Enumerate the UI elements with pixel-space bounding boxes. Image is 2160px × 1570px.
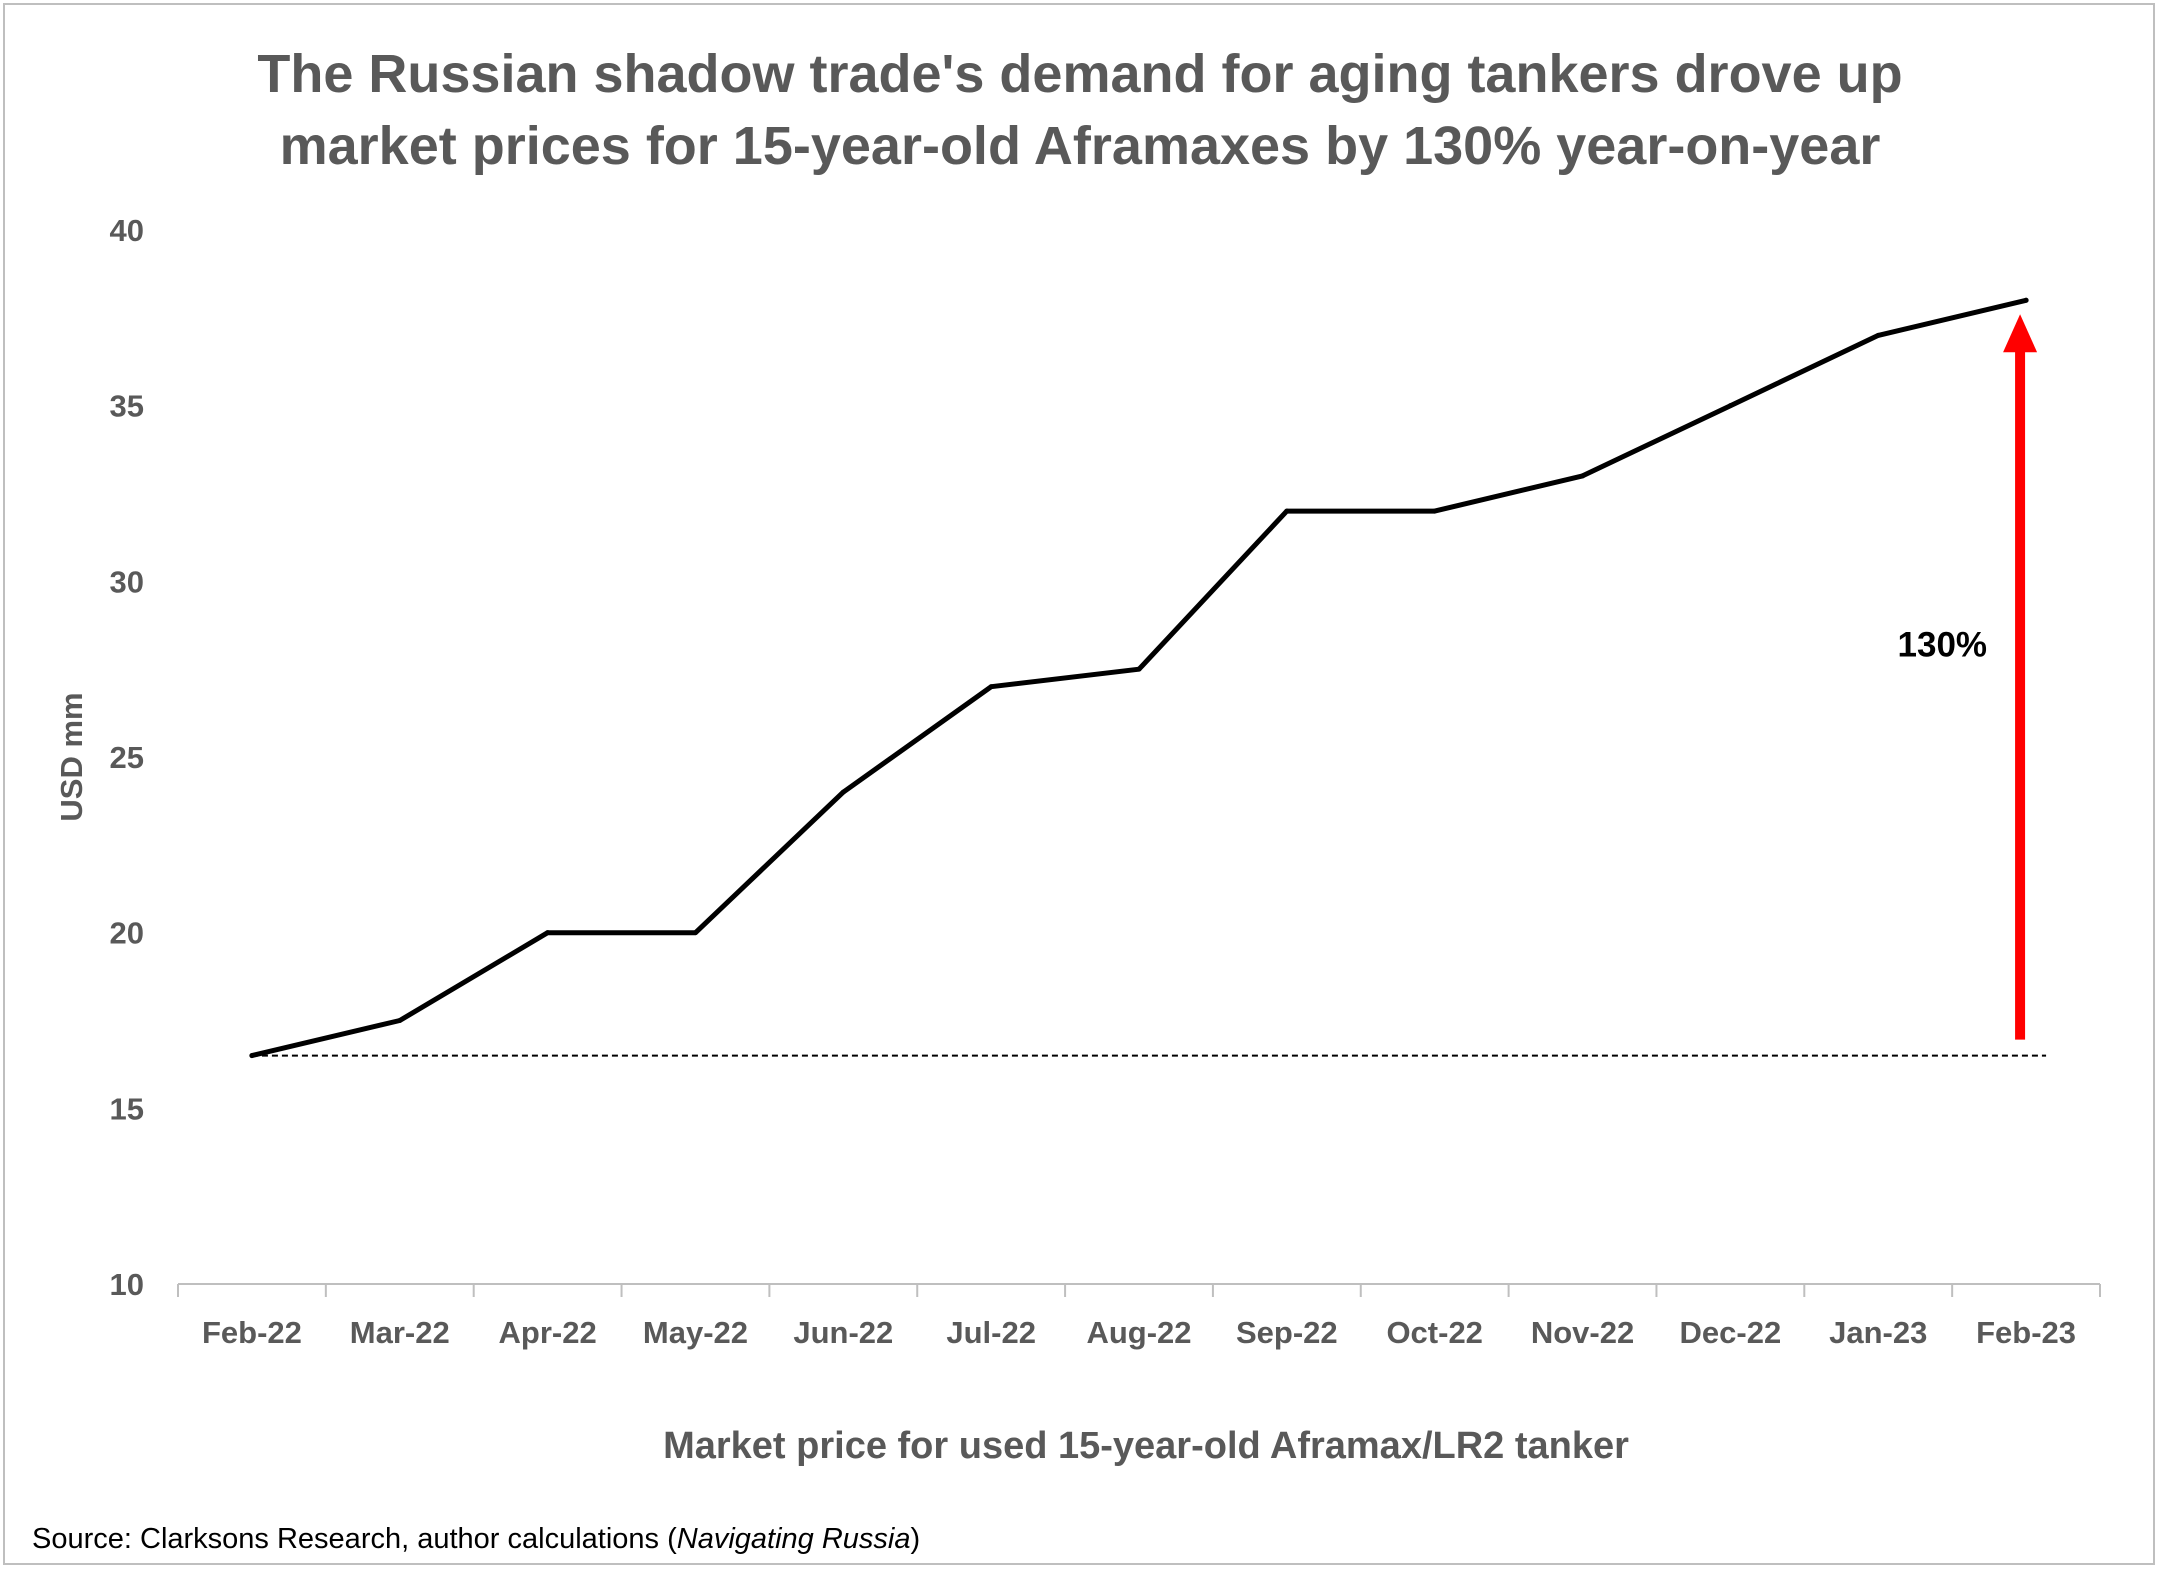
source-italic: Navigating Russia: [676, 1523, 911, 1555]
y-tick-label-30: 30: [110, 564, 144, 599]
y-axis-title: USD mm: [54, 692, 89, 821]
x-tick-label-apr-22: Apr-22: [499, 1315, 597, 1350]
x-tick-label-mar-22: Mar-22: [350, 1315, 450, 1350]
series-point-dec-22: [1727, 403, 1733, 409]
series-point-jul-22: [988, 684, 994, 690]
y-tick-label-20: 20: [110, 916, 144, 951]
chart-title-line-2: market prices for 15-year-old Aframaxes …: [279, 116, 1881, 176]
y-tick-label-25: 25: [110, 740, 144, 775]
y-tick-label-10: 10: [110, 1267, 144, 1302]
series-point-aug-22: [1136, 666, 1142, 672]
x-tick-label-jan-23: Jan-23: [1829, 1315, 1927, 1350]
x-axis-tick-marks: [177, 1284, 2101, 1297]
series-point-may-22: [692, 930, 698, 936]
arrow-head: [2003, 314, 2038, 353]
x-axis-title: Market price for used 15-year-old Aframa…: [663, 1425, 1629, 1467]
x-tick-label-jun-22: Jun-22: [793, 1315, 893, 1350]
series-point-nov-22: [1580, 473, 1586, 479]
chart-title-line-1: The Russian shadow trade's demand for ag…: [257, 44, 1903, 104]
x-tick-label-jul-22: Jul-22: [946, 1315, 1036, 1350]
x-tick-label-feb-22: Feb-22: [202, 1315, 302, 1350]
annotation-label-130-percent: 130%: [1898, 625, 1988, 664]
series-line-aframax-price: [249, 297, 2029, 1059]
series-point-apr-22: [545, 930, 551, 936]
x-tick-label-aug-22: Aug-22: [1086, 1315, 1191, 1350]
series-point-feb-23: [2023, 297, 2029, 303]
series-point-sep-22: [1284, 508, 1290, 514]
source-note: Source: Clarksons Research, author calcu…: [32, 1523, 920, 1556]
chart-frame: [3, 3, 2155, 1565]
chart-title: The Russian shadow trade's demand for ag…: [0, 38, 2160, 182]
series-point-mar-22: [397, 1018, 403, 1023]
x-tick-label-feb-23: Feb-23: [1976, 1315, 2076, 1350]
x-tick-label-may-22: May-22: [643, 1315, 748, 1350]
series-point-oct-22: [1432, 508, 1438, 514]
x-tick-label-dec-22: Dec-22: [1680, 1315, 1782, 1350]
annotation-arrow-130-percent: 130%: [1898, 314, 2038, 1040]
x-tick-label-sep-22: Sep-22: [1236, 1315, 1338, 1350]
series-point-feb-22: [249, 1053, 255, 1059]
y-tick-label-15: 15: [110, 1091, 144, 1126]
source-suffix: ): [910, 1523, 921, 1555]
series-point-jan-23: [1875, 332, 1881, 338]
x-tick-label-nov-22: Nov-22: [1531, 1315, 1634, 1350]
series-points: [249, 297, 2029, 1059]
source-prefix: Source: Clarksons Research, author calcu…: [32, 1523, 677, 1555]
y-tick-label-35: 35: [110, 389, 144, 424]
x-tick-label-oct-22: Oct-22: [1386, 1315, 1482, 1350]
y-tick-label-40: 40: [110, 213, 144, 248]
y-axis-tick-labels: 10 15 20 25 30 35 40: [110, 213, 144, 1302]
x-axis-tick-labels: Feb-22 Mar-22 Apr-22 May-22 Jun-22 Jul-22 Aug-…: [202, 1315, 2076, 1350]
series-point-jun-22: [840, 789, 846, 795]
